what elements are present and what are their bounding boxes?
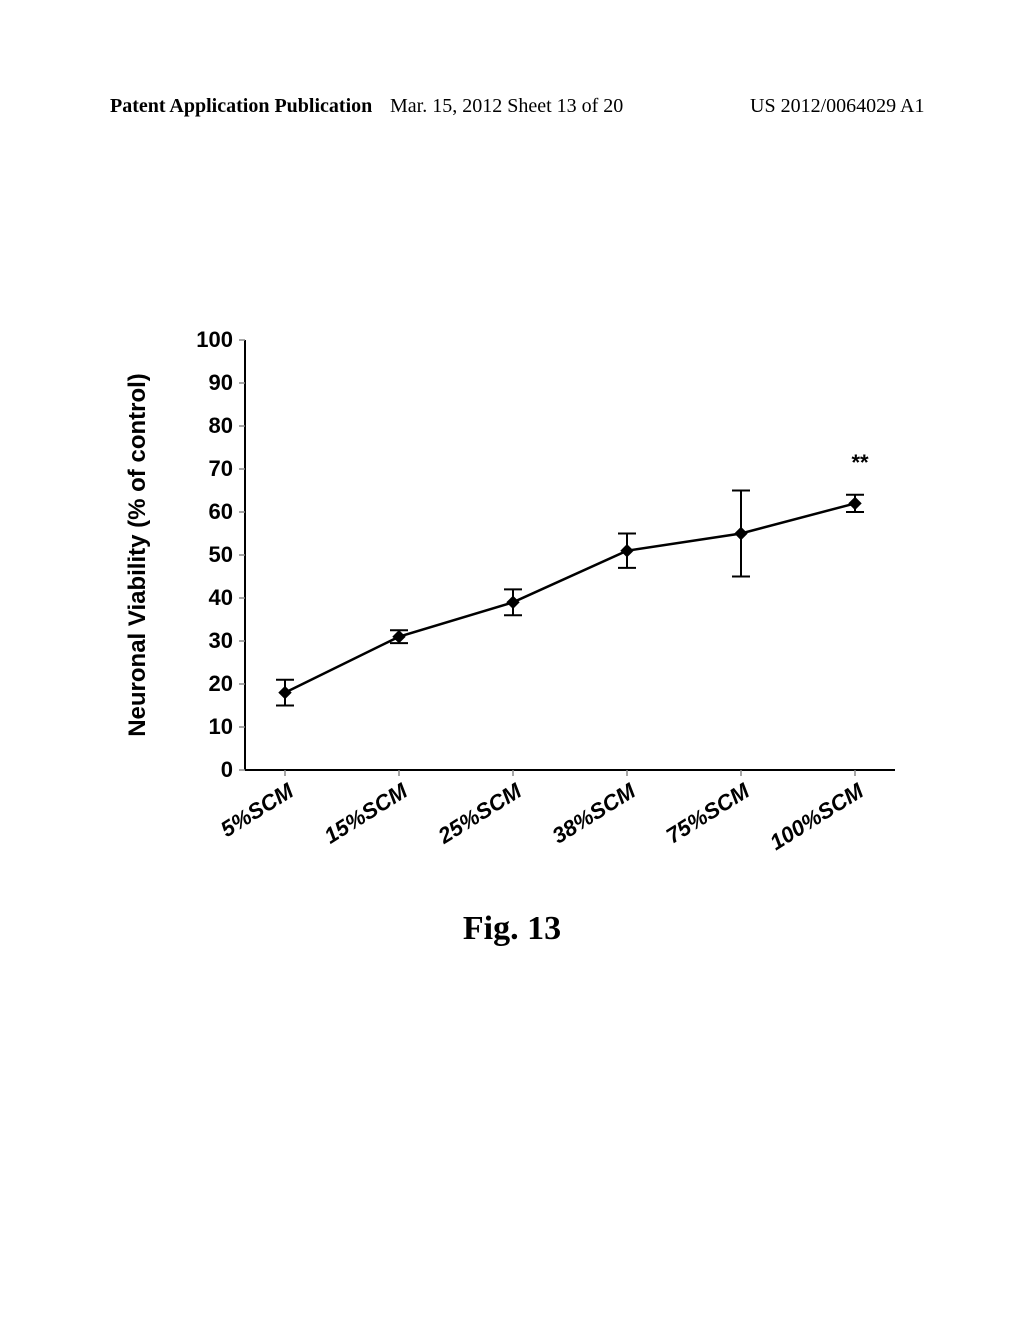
line-chart: 0 10 20 30 40 50 60 70 80 90 100 Neuronal Viability… — [115, 330, 915, 900]
svg-text:20: 20 — [209, 671, 233, 696]
svg-text:25%SCM: 25%SCM — [433, 778, 526, 849]
header-left: Patent Application Publication — [110, 95, 372, 118]
svg-text:50: 50 — [209, 542, 233, 567]
header-mid: Mar. 15, 2012 Sheet 13 of 20 — [390, 95, 623, 118]
svg-text:60: 60 — [209, 499, 233, 524]
header-right: US 2012/0064029 A1 — [750, 95, 924, 118]
svg-text:100%SCM: 100%SCM — [765, 778, 868, 855]
svg-text:0: 0 — [221, 757, 233, 782]
svg-text:100: 100 — [196, 330, 233, 352]
svg-text:Neuronal Viability (% of contr: Neuronal Viability (% of control) — [124, 373, 151, 737]
svg-text:40: 40 — [209, 585, 233, 610]
svg-text:15%SCM: 15%SCM — [320, 778, 413, 849]
svg-text:75%SCM: 75%SCM — [662, 778, 755, 849]
svg-text:10: 10 — [209, 714, 233, 739]
svg-text:38%SCM: 38%SCM — [548, 778, 641, 849]
svg-text:**: ** — [851, 450, 869, 475]
svg-text:90: 90 — [209, 370, 233, 395]
svg-text:80: 80 — [209, 413, 233, 438]
figure-caption: Fig. 13 — [0, 910, 1024, 948]
svg-text:30: 30 — [209, 628, 233, 653]
svg-text:5%SCM: 5%SCM — [216, 778, 298, 842]
svg-text:70: 70 — [209, 456, 233, 481]
